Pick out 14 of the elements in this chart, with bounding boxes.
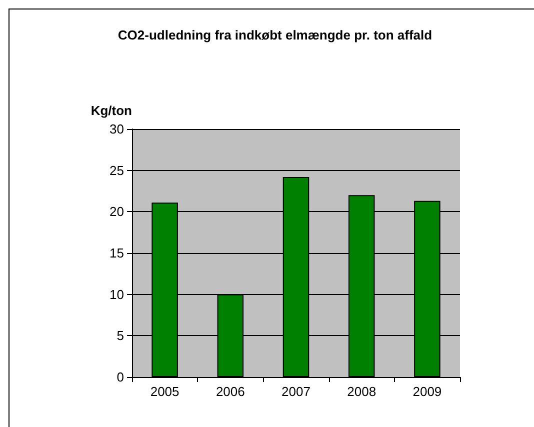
x-tick-label: 2007 bbox=[282, 384, 310, 399]
y-tick-label: 15 bbox=[110, 246, 124, 260]
x-tick-label: 2008 bbox=[347, 384, 376, 399]
y-tick-label: 10 bbox=[110, 286, 124, 302]
chart-title: CO2-udledning fra indkøbt elmængde pr. ton affald bbox=[118, 28, 432, 42]
y-tick-label: 25 bbox=[110, 162, 124, 178]
y-tick-label: 20 bbox=[110, 204, 124, 220]
y-tick-label: 0 bbox=[116, 370, 124, 384]
y-tick-label: 5 bbox=[116, 328, 124, 344]
x-tick-label: 2005 bbox=[150, 384, 180, 399]
y-axis-title: Kg/ton bbox=[90, 103, 132, 118]
x-tick-label: 2006 bbox=[216, 384, 245, 399]
y-tick-label: 30 bbox=[110, 122, 124, 136]
x-tick-label: 2009 bbox=[412, 384, 442, 399]
